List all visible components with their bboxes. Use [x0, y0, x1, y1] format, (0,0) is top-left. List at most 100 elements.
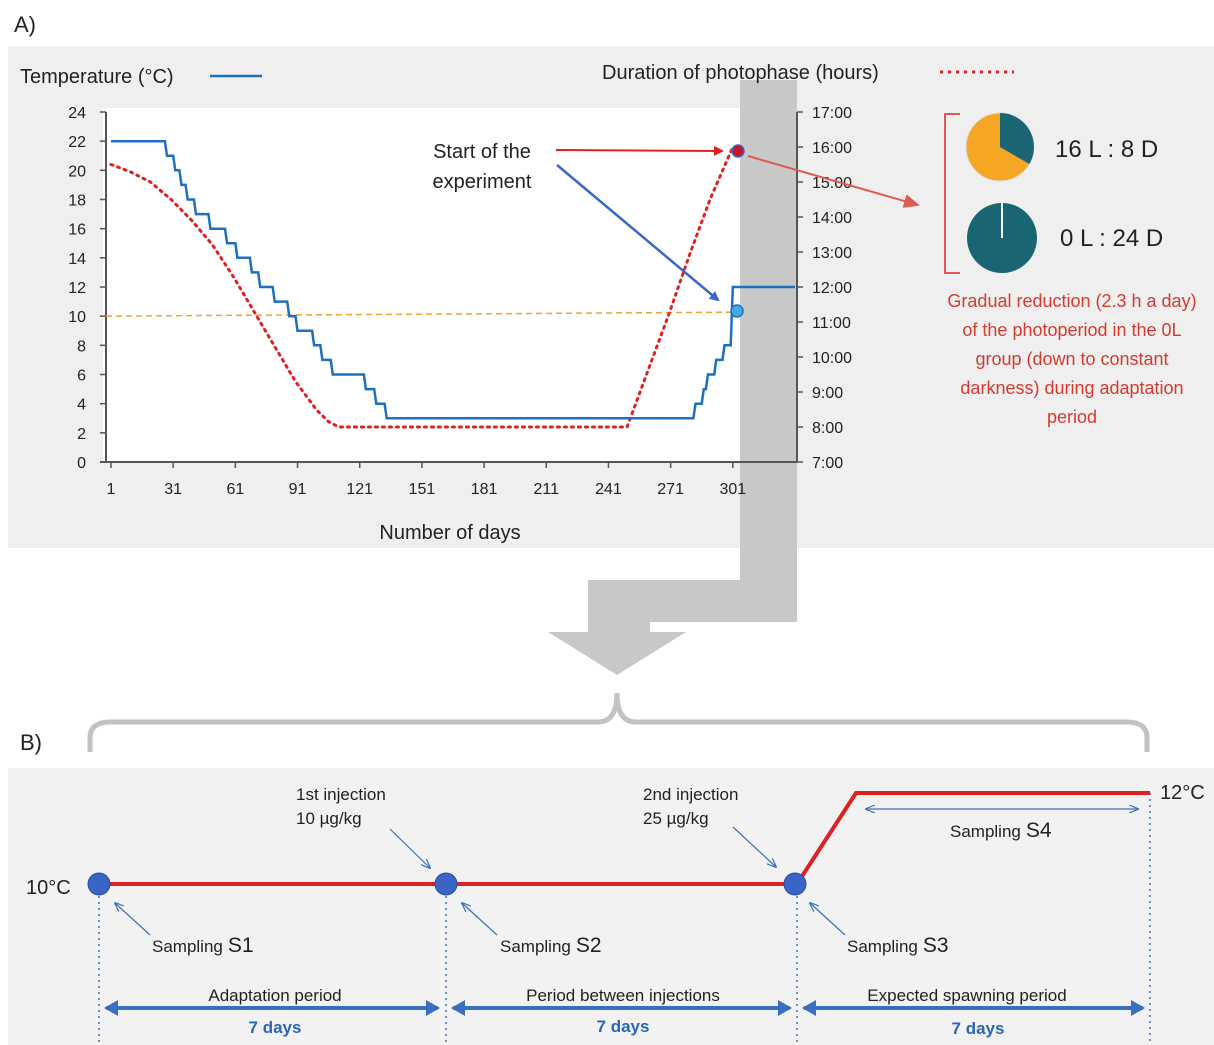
y-left-tick-label: 6	[77, 368, 86, 385]
x-tick-label: 211	[534, 481, 560, 498]
pie-16L-8D-label: 16 L : 8 D	[1055, 136, 1158, 163]
start-marker-photoperiod	[731, 144, 745, 158]
y-right-tick-label: 15:00	[812, 175, 852, 192]
y-left-tick-label: 16	[68, 222, 86, 239]
x-tick-label: 91	[289, 481, 307, 498]
sampling-s4-label: Sampling S4	[950, 819, 1052, 842]
period-adaptation-label: Adaptation period	[208, 986, 341, 1005]
period-between-label: Period between injections	[526, 986, 720, 1005]
y-right-tick-label: 12:00	[812, 280, 852, 297]
temperature-series	[111, 139, 795, 420]
y-left-tick-label: 2	[77, 426, 86, 443]
y-left-tick-label: 20	[68, 163, 86, 180]
x-tick-label: 241	[595, 481, 622, 498]
y-left-tick-label: 10	[68, 309, 86, 326]
note-line-4: darkness) during adaptation	[960, 378, 1183, 398]
pie-0L-24D-label: 0 L : 24 D	[1060, 225, 1163, 252]
pie-bracket	[944, 113, 960, 274]
sampling-s2-arrow	[462, 903, 498, 936]
annotation-arrow-blue	[556, 164, 720, 302]
y-right-tick-label: 10:00	[812, 350, 852, 367]
y-left-tick-label: 12	[68, 280, 86, 297]
y-left-tick-label: 18	[68, 193, 86, 210]
x-tick-label: 151	[409, 481, 436, 498]
x-tick-label: 181	[471, 481, 498, 498]
period-spawning-label: Expected spawning period	[867, 986, 1066, 1005]
sampling-s3-prefix: Sampling	[847, 937, 918, 956]
injection2-arrow	[732, 826, 776, 867]
x-tick-label: 301	[719, 481, 746, 498]
sampling-s4-id: S4	[1026, 819, 1052, 842]
x-tick-label: 31	[164, 481, 182, 498]
curly-brace	[87, 692, 1150, 752]
period-boundaries	[98, 793, 1151, 1045]
period-spawning-days: 7 days	[952, 1019, 1005, 1038]
note-line-3: group (down to constant	[975, 349, 1168, 369]
panel-b-label: B)	[20, 730, 42, 755]
axis-ticks: 0246810121416182022247:008:009:0010:0011…	[68, 105, 852, 498]
temp-high-label: 12°C	[1160, 782, 1205, 804]
sampling-s1-id: S1	[228, 934, 254, 957]
annotation-start-line2: experiment	[433, 171, 532, 193]
legend-temperature-label: Temperature (°C)	[20, 66, 174, 88]
sampling-s2-label: Sampling S2	[500, 934, 602, 957]
y-right-tick-label: 17:00	[812, 105, 852, 122]
x-tick-label: 1	[107, 481, 116, 498]
sampling-s1-prefix: Sampling	[152, 937, 223, 956]
panel-b-background	[8, 768, 1214, 1045]
legend-photoperiod-label: Duration of photophase (hours)	[602, 62, 879, 84]
y-left-tick-label: 22	[68, 134, 86, 151]
y-right-tick-label: 9:00	[812, 385, 843, 402]
sampling-s2-prefix: Sampling	[500, 937, 571, 956]
y-left-tick-label: 24	[68, 105, 86, 122]
sampling-point-s3	[783, 872, 807, 896]
period-adaptation-days: 7 days	[249, 1018, 302, 1037]
y-right-tick-label: 11:00	[812, 315, 851, 332]
x-tick-label: 271	[657, 481, 684, 498]
y-right-tick-label: 14:00	[812, 210, 852, 227]
photoperiod-series	[109, 145, 735, 429]
note-line-2: of the photoperiod in the 0L	[962, 320, 1181, 340]
panel-a-label: A)	[14, 12, 36, 37]
x-tick-label: 121	[346, 481, 373, 498]
transition-arrow-shape	[548, 80, 797, 675]
y-right-tick-label: 8:00	[812, 420, 843, 437]
annotation-start-line1: Start of the	[433, 141, 531, 163]
y-left-tick-label: 0	[77, 455, 86, 472]
x-axis-title: Number of days	[379, 522, 520, 544]
pie-0L-24D	[967, 203, 1037, 273]
threshold-line	[105, 311, 737, 317]
start-marker-temperature	[730, 304, 744, 318]
annotation-arrow-red	[555, 145, 724, 156]
plot-area	[103, 108, 797, 463]
x-tick-label: 61	[226, 481, 244, 498]
injection1-arrow	[389, 828, 430, 868]
injection2-line2: 25 µg/kg	[643, 809, 709, 828]
y-left-tick-label: 14	[68, 251, 86, 268]
note-line-1: Gradual reduction (2.3 h a day)	[947, 291, 1196, 311]
callout-arrow	[747, 155, 920, 208]
note-line-5: period	[1047, 407, 1097, 427]
y-right-tick-label: 13:00	[812, 245, 852, 262]
injection1-line1: 1st injection	[296, 785, 386, 804]
photoperiod-note: Gradual reduction (2.3 h a day) of the p…	[947, 291, 1196, 427]
sampling-s2-id: S2	[576, 934, 602, 957]
sampling-point-s1	[87, 872, 111, 896]
sampling-point-s2	[434, 872, 458, 896]
y-left-tick-label: 8	[77, 338, 86, 355]
sampling-s3-arrow	[810, 903, 846, 936]
sampling-s1-arrow	[115, 903, 151, 936]
temp-low-label: 10°C	[26, 877, 71, 899]
period-between-days: 7 days	[597, 1017, 650, 1036]
y-left-tick-label: 4	[77, 397, 86, 414]
injection2-line1: 2nd injection	[643, 785, 738, 804]
sampling-s3-id: S3	[923, 934, 949, 957]
pie-16L-8D	[965, 112, 1035, 182]
sampling-s4-prefix: Sampling	[950, 822, 1021, 841]
y-right-tick-label: 7:00	[812, 455, 843, 472]
sampling-s1-label: Sampling S1	[152, 934, 254, 957]
sampling-s3-label: Sampling S3	[847, 934, 949, 957]
y-right-tick-label: 16:00	[812, 140, 852, 157]
injection1-line2: 10 µg/kg	[296, 809, 362, 828]
